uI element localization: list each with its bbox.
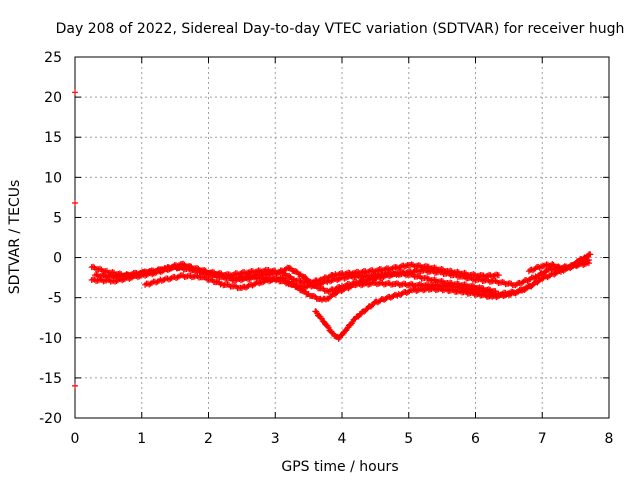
data-point	[214, 278, 221, 285]
data-point	[500, 293, 507, 300]
data-point	[175, 273, 182, 280]
y-tick-label: 20	[44, 90, 62, 106]
data-point	[587, 251, 594, 258]
x-tick-label: 2	[204, 431, 213, 447]
x-tick-label: 7	[538, 431, 547, 447]
data-point	[282, 266, 289, 273]
data-points	[72, 89, 594, 389]
data-point	[286, 264, 293, 271]
data-point	[409, 281, 416, 288]
x-tick-label: 8	[605, 431, 614, 447]
data-point	[322, 296, 329, 303]
data-point	[312, 282, 319, 289]
y-axis-label: SDTVAR / TECUs	[7, 180, 23, 295]
data-point	[302, 278, 309, 285]
x-tick-label: 1	[137, 431, 146, 447]
data-point	[284, 278, 291, 285]
data-point	[493, 294, 500, 301]
data-point	[292, 268, 299, 275]
data-point	[495, 272, 502, 279]
series-track-3	[142, 256, 592, 304]
series-track-5	[92, 261, 502, 287]
outlier-points	[72, 89, 78, 389]
data-point	[294, 284, 301, 291]
data-point	[585, 256, 592, 263]
x-tick-label: 0	[71, 431, 80, 447]
data-point	[406, 288, 413, 295]
y-tick-label: -20	[39, 411, 62, 427]
data-point	[286, 272, 293, 279]
y-tick-label: 5	[53, 210, 62, 226]
grid	[75, 57, 609, 418]
data-point	[403, 262, 410, 269]
data-point	[280, 269, 287, 276]
data-point	[256, 280, 263, 287]
x-tick-label: 3	[271, 431, 280, 447]
data-point	[217, 281, 224, 288]
data-point	[536, 264, 543, 271]
data-point	[584, 257, 591, 264]
data-point	[318, 285, 325, 292]
x-axis-label: GPS time / hours	[281, 459, 398, 475]
data-point	[431, 285, 438, 292]
data-point	[302, 274, 309, 281]
series-track-4	[312, 281, 536, 343]
y-tick-label: 25	[44, 50, 62, 66]
series-track-6	[525, 251, 594, 275]
y-tick-label: 15	[44, 130, 62, 146]
chart-title: Day 208 of 2022, Sidereal Day-to-day VTE…	[56, 21, 625, 37]
y-tick-label: 0	[53, 251, 62, 267]
data-point	[201, 273, 208, 280]
data-point	[310, 292, 317, 299]
y-tick-label: -15	[39, 371, 62, 387]
y-tick-label: -10	[39, 331, 62, 347]
y-tick-label: 10	[44, 170, 62, 186]
x-tick-label: 5	[404, 431, 413, 447]
data-point	[410, 261, 417, 268]
y-tick-label: -5	[48, 291, 62, 307]
data-point	[72, 200, 78, 207]
data-point	[328, 329, 335, 336]
data-point	[316, 277, 323, 284]
data-point	[72, 89, 78, 96]
data-point	[208, 276, 215, 283]
axis-ticks: 0 1 2 3 4 5 6 7 8 -20 -15 -10 -5 0 5 10 15 20 25	[39, 50, 613, 447]
x-tick-label: 4	[338, 431, 347, 447]
x-tick-label: 6	[471, 431, 480, 447]
data-point	[529, 281, 536, 288]
data-point	[515, 288, 522, 295]
data-point	[300, 287, 307, 294]
data-point	[72, 382, 78, 389]
